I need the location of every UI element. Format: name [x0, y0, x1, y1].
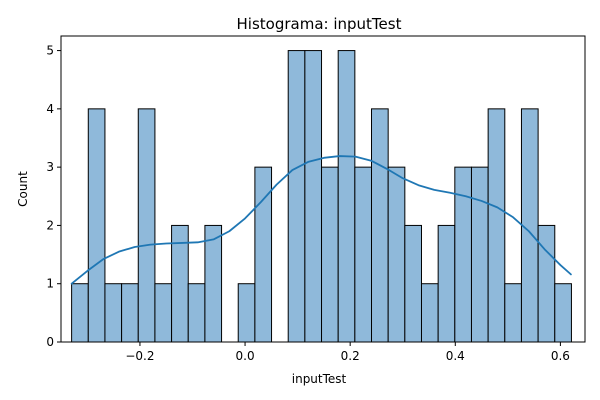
- histogram-bar: [204, 224, 223, 343]
- histogram-bar: [187, 283, 206, 343]
- histogram-bar: [337, 50, 356, 343]
- y-tick-label: 5: [46, 44, 54, 58]
- histogram-bar: [354, 166, 373, 343]
- histogram-bar: [121, 283, 139, 343]
- histogram-bar: [454, 166, 472, 343]
- y-axis-ticks: 0 1 2 3 4 5: [46, 44, 61, 349]
- y-tick-label: 4: [46, 102, 54, 116]
- histogram-bar: [87, 108, 106, 343]
- histogram-bar: [437, 224, 456, 343]
- chart-title: Histograma: inputTest: [237, 15, 402, 33]
- histogram-bar: [470, 166, 489, 343]
- x-axis-label: inputTest: [292, 372, 347, 386]
- histogram-bar: [154, 283, 173, 343]
- histogram-bar: [520, 108, 539, 343]
- x-tick-label: 0.4: [446, 349, 465, 363]
- histogram-bar: [321, 166, 339, 343]
- kde-group: [70, 155, 572, 285]
- histogram-bar: [237, 283, 256, 343]
- histogram-bar: [304, 50, 323, 343]
- kde-line: [70, 155, 572, 285]
- histogram-bar: [420, 283, 439, 343]
- y-axis-label: Count: [16, 171, 30, 207]
- x-tick-label: 0.6: [551, 349, 570, 363]
- x-tick-label: 0.2: [341, 349, 360, 363]
- histogram-bar: [104, 283, 123, 343]
- histogram-bar: [387, 166, 406, 343]
- histogram-bar: [371, 108, 389, 343]
- x-tick-label: −0.2: [125, 349, 154, 363]
- histogram-bar: [504, 283, 522, 343]
- histogram-bar: [487, 108, 506, 343]
- histogram-bar: [287, 50, 306, 343]
- histogram-bar: [554, 283, 572, 343]
- histogram-bar: [404, 224, 422, 343]
- x-tick-label: 0.0: [236, 349, 255, 363]
- histogram-bar: [71, 283, 89, 343]
- y-tick-label: 1: [46, 277, 54, 291]
- y-tick-label: 3: [46, 160, 54, 174]
- histogram-bar: [537, 224, 556, 343]
- plot-frame: [60, 35, 586, 343]
- x-axis-ticks: −0.2 0.0 0.2 0.4 0.6: [125, 342, 570, 363]
- y-tick-label: 0: [46, 335, 54, 349]
- y-tick-label: 2: [46, 218, 54, 232]
- histogram-bar: [137, 108, 156, 343]
